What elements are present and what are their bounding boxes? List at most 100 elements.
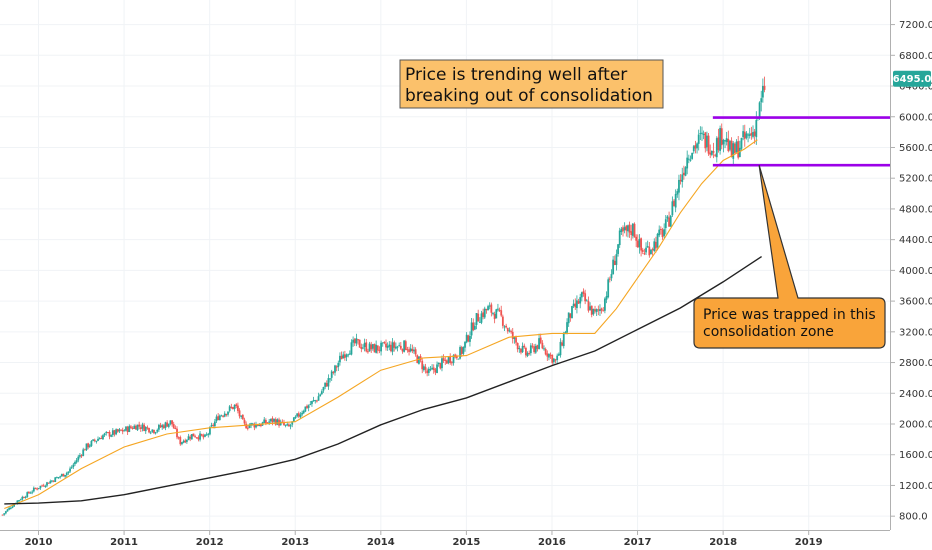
candle-up <box>55 477 58 479</box>
candle-down <box>505 325 508 328</box>
candle-up <box>497 308 499 310</box>
candle-up <box>167 423 170 427</box>
candle-up <box>653 241 656 252</box>
candle-down <box>439 363 442 369</box>
candle-up <box>470 322 473 336</box>
candle-up <box>715 138 718 158</box>
candle-up <box>75 460 78 463</box>
candle-up <box>337 363 340 367</box>
y-tick-label: 3600.0 <box>899 297 932 308</box>
candle-up <box>67 471 70 473</box>
candle-up <box>69 468 71 472</box>
candle-down <box>266 422 269 424</box>
candle-down <box>602 310 605 312</box>
candle-down <box>283 422 285 426</box>
candle-up <box>286 424 289 426</box>
candle-down <box>274 419 277 425</box>
candle-up <box>161 425 164 428</box>
y-tick-label: 6000.0 <box>899 112 932 123</box>
candle-down <box>120 429 122 431</box>
candle-down <box>143 424 145 431</box>
candle-up <box>169 420 172 424</box>
candle-up <box>615 254 618 265</box>
candle-up <box>32 487 35 492</box>
candle-up <box>371 344 374 349</box>
candle-up <box>88 445 91 447</box>
candle-up <box>612 259 615 275</box>
candle-down <box>449 357 452 363</box>
y-tick-label: 4000.0 <box>899 266 932 277</box>
candle-down <box>750 132 753 136</box>
candle-down <box>340 355 343 360</box>
candle-up <box>701 132 703 134</box>
candle-down <box>222 415 224 417</box>
candle-down <box>554 359 557 361</box>
candle-down <box>714 154 717 156</box>
candle-down <box>343 354 346 358</box>
candle-up <box>518 348 521 350</box>
candle-up <box>562 334 565 347</box>
candle-up <box>49 481 52 484</box>
candle-down <box>727 139 730 152</box>
candle-down <box>498 309 501 311</box>
candle-up <box>380 342 382 352</box>
candle-up <box>663 229 666 236</box>
y-axis-ticks[interactable]: 800.0 1200.0 1600.0 2000.0 2400.0 2800.0 3200.… <box>890 20 932 523</box>
candle-down <box>506 328 509 332</box>
candle-down <box>194 436 197 438</box>
candle-up <box>31 491 34 493</box>
candle-down <box>659 228 662 230</box>
candle-up <box>320 391 323 395</box>
candle-up <box>692 146 695 152</box>
candle-up <box>465 334 468 343</box>
candle-up <box>740 137 743 149</box>
candle-down <box>306 405 308 409</box>
candle-down <box>52 480 55 482</box>
y-tick-label: 6400.0 <box>899 82 932 93</box>
candle-down <box>376 345 379 351</box>
candle-up <box>21 496 24 500</box>
candle-down <box>582 291 585 294</box>
candle-down <box>192 433 195 437</box>
candle-down <box>245 423 248 429</box>
candle-down <box>577 301 580 304</box>
candle-up <box>302 410 305 414</box>
candle-up <box>115 429 118 435</box>
candle-up <box>251 423 254 425</box>
callout-line-1: Price was trapped in this <box>703 307 876 323</box>
candle-up <box>645 247 647 253</box>
candle-down <box>246 427 249 429</box>
candle-up <box>190 434 193 440</box>
candle-up <box>182 440 185 443</box>
candle-up <box>618 230 621 246</box>
candle-up <box>464 341 466 348</box>
candle-down <box>743 131 746 139</box>
candle-down <box>212 424 215 426</box>
candle-up <box>110 435 113 437</box>
candle-up <box>732 143 735 159</box>
candle-up <box>228 406 231 411</box>
candle-up <box>46 482 48 486</box>
candle-up <box>289 425 292 427</box>
candle-up <box>710 150 713 155</box>
candle-up <box>4 511 7 514</box>
candle-up <box>205 434 208 436</box>
candle-up <box>248 425 251 428</box>
candle-up <box>18 500 20 502</box>
candle-up <box>218 415 221 421</box>
candle-down <box>668 217 670 227</box>
candle-up <box>483 308 486 318</box>
candle-down <box>325 383 328 387</box>
candle-up <box>572 303 575 307</box>
candle-down <box>613 260 616 265</box>
candle-down <box>232 407 234 410</box>
candle-up <box>666 216 669 219</box>
candle-down <box>153 429 155 434</box>
candle-up <box>599 309 601 312</box>
candle-down <box>172 424 175 429</box>
x-axis-ticks[interactable]: 2010 2011 2012 2013 2014 2015 2016 2017 2018 2019 <box>25 530 823 548</box>
candle-down <box>237 405 239 411</box>
candle-down <box>358 339 361 348</box>
candle-down <box>661 229 664 238</box>
y-tick-label: 2400.0 <box>899 389 932 400</box>
